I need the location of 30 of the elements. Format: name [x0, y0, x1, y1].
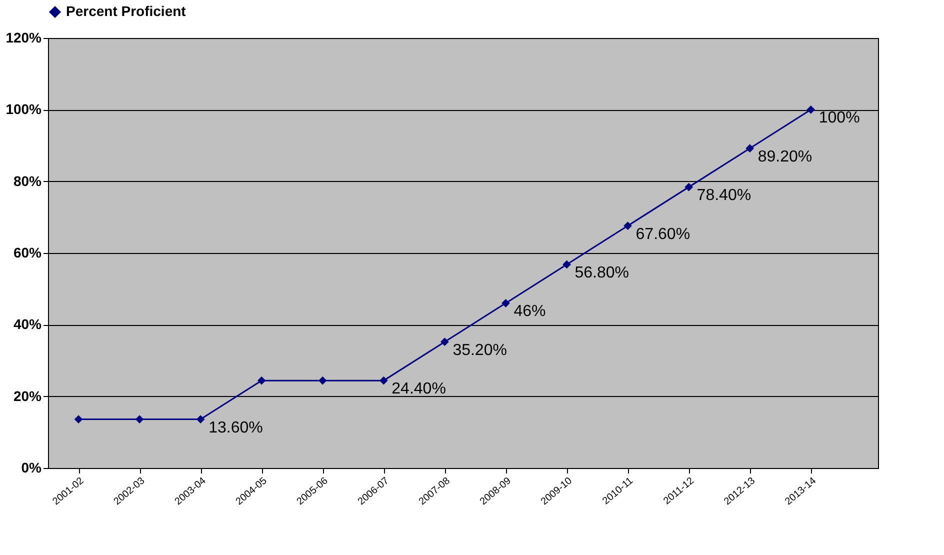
data-label: 100% [818, 110, 860, 127]
y-tick-label: 120% [6, 30, 42, 46]
point [746, 144, 754, 153]
point [196, 415, 205, 424]
point [318, 376, 327, 385]
data-label: 56.80% [574, 264, 630, 282]
point [440, 338, 449, 346]
data-label: 89.20% [758, 148, 812, 166]
point [135, 415, 144, 424]
point [257, 376, 266, 385]
data-label: 24.40% [392, 380, 446, 398]
y-tick-label: 100% [6, 101, 42, 118]
data-label: 46% [514, 303, 546, 320]
point [74, 415, 83, 424]
y-tick-label: 20% [13, 388, 42, 404]
y-tick-label: 60% [13, 244, 42, 260]
point [502, 298, 510, 308]
point [684, 182, 693, 192]
data-label: 67.60% [636, 226, 690, 243]
y-tick-label: 0% [21, 460, 42, 476]
y-tick-label: 80% [13, 172, 42, 189]
point [806, 105, 816, 114]
data-label: 78.40% [696, 187, 752, 204]
point [624, 222, 632, 230]
data-label: 13.60% [208, 419, 263, 436]
data-label: 35.20% [452, 342, 507, 359]
point [562, 260, 571, 269]
legend-label: Percent Proficient [66, 3, 186, 19]
point [379, 376, 388, 385]
y-tick-label: 40% [13, 316, 42, 332]
